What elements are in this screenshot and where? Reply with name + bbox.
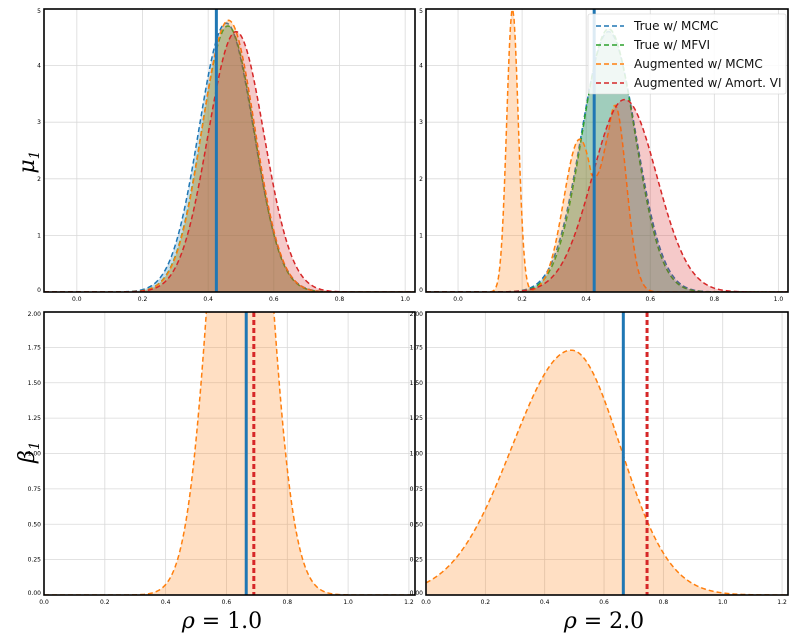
x-tick-label: 1.0: [400, 296, 410, 303]
y-tick-label: 3: [419, 119, 423, 126]
y-tick-label: 0.75: [410, 486, 424, 493]
legend-label-aug-vi: Augmented w/ Amort. VI: [634, 76, 782, 90]
x-tick-label: 0.0: [421, 599, 431, 606]
y-tick-label: 5: [419, 8, 423, 15]
y-tick-label: 2: [37, 176, 41, 183]
row-label-mu1: μ1: [15, 150, 43, 173]
density-fill-aug-vi: [44, 31, 415, 292]
panel-frame: [425, 311, 789, 596]
y-tick-label: 1.75: [410, 344, 424, 351]
y-tick-label: 5: [37, 8, 41, 15]
x-tick-label: 0.2: [100, 599, 110, 606]
y-tick-label: 4: [419, 63, 423, 70]
y-tick-label: 0.00: [410, 590, 424, 597]
y-tick-label: 1.50: [28, 380, 42, 387]
density-line-aug-mcmc: [44, 19, 415, 292]
x-tick-label: 0.6: [645, 296, 655, 303]
legend-label-true-mfvi: True w/ MFVI: [633, 38, 710, 52]
x-tick-label: 0.8: [283, 599, 293, 606]
y-tick-label: 0.25: [410, 557, 424, 564]
x-tick-label: 0.4: [540, 599, 550, 606]
density-fill-aug-mcmc: [44, 20, 415, 292]
x-tick-label: 0.4: [161, 599, 171, 606]
x-tick-label: 1.0: [343, 599, 353, 606]
y-tick-label: 1.25: [28, 415, 42, 422]
panel-frame: [425, 8, 789, 293]
y-tick-label: 1: [419, 232, 423, 239]
panel-frame: [43, 311, 416, 596]
y-tick-label: 1.00: [410, 451, 424, 458]
y-tick-label: 2.00: [410, 311, 424, 318]
y-tick-label: 0.50: [28, 521, 42, 528]
y-tick-label: 1.50: [410, 380, 424, 387]
density-fill-true-mfvi: [426, 28, 788, 292]
panel-mu1-rho1: 0.0 0.2 0.4 0.6 0.8 1.0 0 1 2 3 4 5: [37, 8, 416, 303]
x-tick-label: 0.4: [203, 296, 213, 303]
x-tick-label: 0.8: [659, 599, 669, 606]
panel-mu1-rho2: 0.0 0.2 0.4 0.6 0.8 1.0 0 1 2 3 4 5: [419, 8, 789, 303]
legend: True w/ MCMC True w/ MFVI Augmented w/ M…: [587, 13, 787, 95]
y-tick-label: 0: [37, 287, 41, 294]
x-tick-label: 1.0: [774, 296, 784, 303]
y-tick-label: 1: [37, 232, 41, 239]
x-tick-label: 0.0: [39, 599, 49, 606]
x-tick-label: 1.2: [404, 599, 414, 606]
density-fill-true-mcmc: [426, 31, 788, 292]
y-tick-label: 4: [37, 63, 41, 70]
x-tick-label: 0.6: [222, 599, 232, 606]
density-fill-aug-mcmc: [44, 312, 415, 595]
x-tick-label: 0.0: [453, 296, 463, 303]
y-tick-label: 3: [37, 119, 41, 126]
density-line-aug-mcmc: [426, 349, 788, 595]
density-fill-true-mcmc: [44, 23, 415, 292]
panel-beta1-rho1: 0.0 0.2 0.4 0.6 0.8 1.0 1.2 0.00 0.25 0.50 0.75 1.0…: [28, 311, 416, 606]
col-label-rho2: ρ = 2.0: [563, 609, 644, 634]
y-tick-label: 1.00: [28, 451, 42, 458]
y-tick-label: 0.75: [28, 486, 42, 493]
density-fill-aug-mcmc: [426, 9, 788, 292]
y-tick-label: 0.25: [28, 557, 42, 564]
x-tick-label: 1.0: [718, 599, 728, 606]
y-tick-label: 0.50: [410, 521, 424, 528]
col-label-rho1: ρ = 1.0: [181, 609, 262, 634]
x-tick-label: 0.8: [710, 296, 720, 303]
density-line-true-mfvi: [44, 25, 415, 292]
y-tick-label: 1.75: [28, 344, 42, 351]
density-fill-aug-mcmc: [426, 350, 788, 595]
y-tick-label: 1.25: [410, 415, 424, 422]
density-fill-aug-vi: [426, 99, 788, 292]
x-tick-label: 1.2: [777, 599, 787, 606]
x-tick-label: 0.4: [581, 296, 591, 303]
panel-beta1-rho2: 0.0 0.2 0.4 0.6 0.8 1.0 1.2 0.00 0.25 0.50 0.75 1.0…: [410, 311, 789, 606]
y-tick-label: 2: [419, 176, 423, 183]
x-tick-label: 0.2: [481, 599, 491, 606]
panel-frame: [43, 8, 416, 293]
x-tick-label: 0.8: [335, 296, 345, 303]
legend-label-aug-mcmc: Augmented w/ MCMC: [634, 57, 763, 71]
y-tick-label: 0: [419, 287, 423, 294]
y-tick-label: 0.00: [28, 590, 42, 597]
x-tick-label: 0.2: [517, 296, 527, 303]
x-tick-label: 0.6: [269, 296, 279, 303]
density-fill-true-mfvi: [44, 26, 415, 292]
legend-frame: [587, 13, 787, 95]
x-tick-label: 0.6: [599, 599, 609, 606]
legend-label-true-mcmc: True w/ MCMC: [633, 19, 718, 33]
x-tick-label: 0.0: [72, 296, 82, 303]
x-tick-label: 0.2: [138, 296, 148, 303]
row-label-beta1: β1: [15, 441, 43, 464]
y-tick-label: 2.00: [28, 311, 42, 318]
